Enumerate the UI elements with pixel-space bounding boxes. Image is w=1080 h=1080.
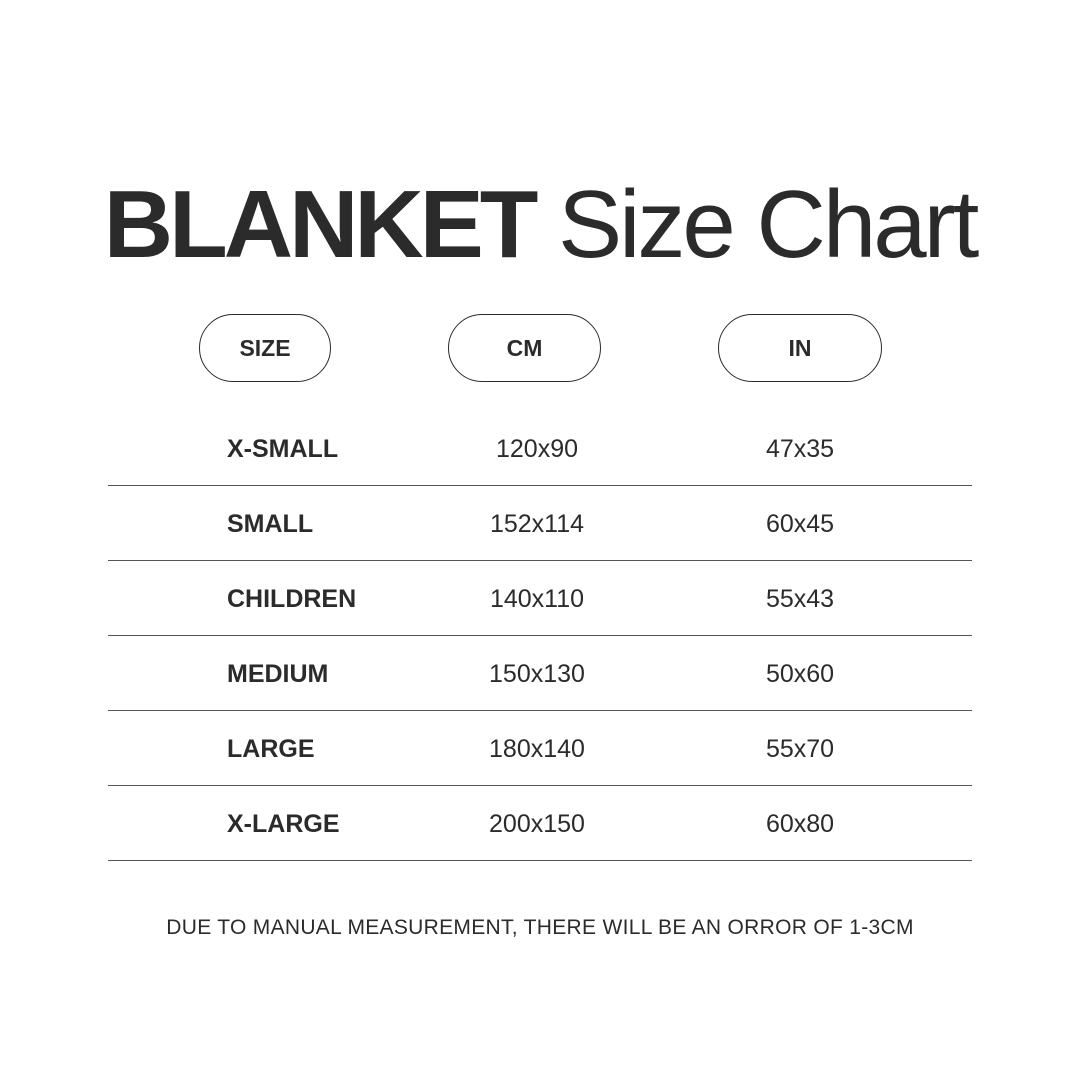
title-suffix: Size Chart — [558, 171, 979, 278]
row-divider — [108, 485, 972, 487]
size-cell: X-SMALL — [227, 435, 339, 463]
row-divider — [108, 860, 972, 862]
cm-cell: 180x140 — [489, 735, 585, 763]
table-row: X-LARGE 200x150 60x80 — [0, 787, 1080, 862]
header-size: SIZE — [199, 314, 331, 382]
in-cell: 55x43 — [765, 585, 835, 613]
title-product: BLANKET — [103, 171, 539, 278]
row-divider — [108, 785, 972, 787]
in-cell: 60x45 — [765, 510, 835, 538]
in-cell: 50x60 — [765, 660, 835, 688]
row-divider — [108, 710, 972, 712]
page-title: BLANKET Size Chart — [0, 170, 1080, 280]
cm-cell: 120x90 — [495, 435, 579, 463]
row-divider — [108, 560, 972, 562]
in-cell: 47x35 — [765, 435, 835, 463]
cm-cell: 140x110 — [489, 585, 585, 613]
header-in: IN — [718, 314, 882, 382]
size-cell: CHILDREN — [227, 585, 357, 613]
table-row: LARGE 180x140 55x70 — [0, 712, 1080, 787]
table-row: SMALL 152x114 60x45 — [0, 487, 1080, 562]
footnote: DUE TO MANUAL MEASUREMENT, THERE WILL BE… — [166, 916, 914, 939]
table-row: X-SMALL 120x90 47x35 — [0, 412, 1080, 487]
table-row: CHILDREN 140x110 55x43 — [0, 562, 1080, 637]
cm-cell: 200x150 — [489, 810, 585, 838]
size-cell: SMALL — [227, 510, 314, 538]
row-divider — [108, 635, 972, 637]
header-cm: CM — [448, 314, 601, 382]
size-cell: LARGE — [227, 735, 315, 763]
in-cell: 55x70 — [765, 735, 835, 763]
cm-cell: 150x130 — [489, 660, 585, 688]
table-row: MEDIUM 150x130 50x60 — [0, 637, 1080, 712]
size-cell: X-LARGE — [227, 810, 340, 838]
in-cell: 60x80 — [765, 810, 835, 838]
cm-cell: 152x114 — [489, 510, 585, 538]
size-cell: MEDIUM — [227, 660, 329, 688]
